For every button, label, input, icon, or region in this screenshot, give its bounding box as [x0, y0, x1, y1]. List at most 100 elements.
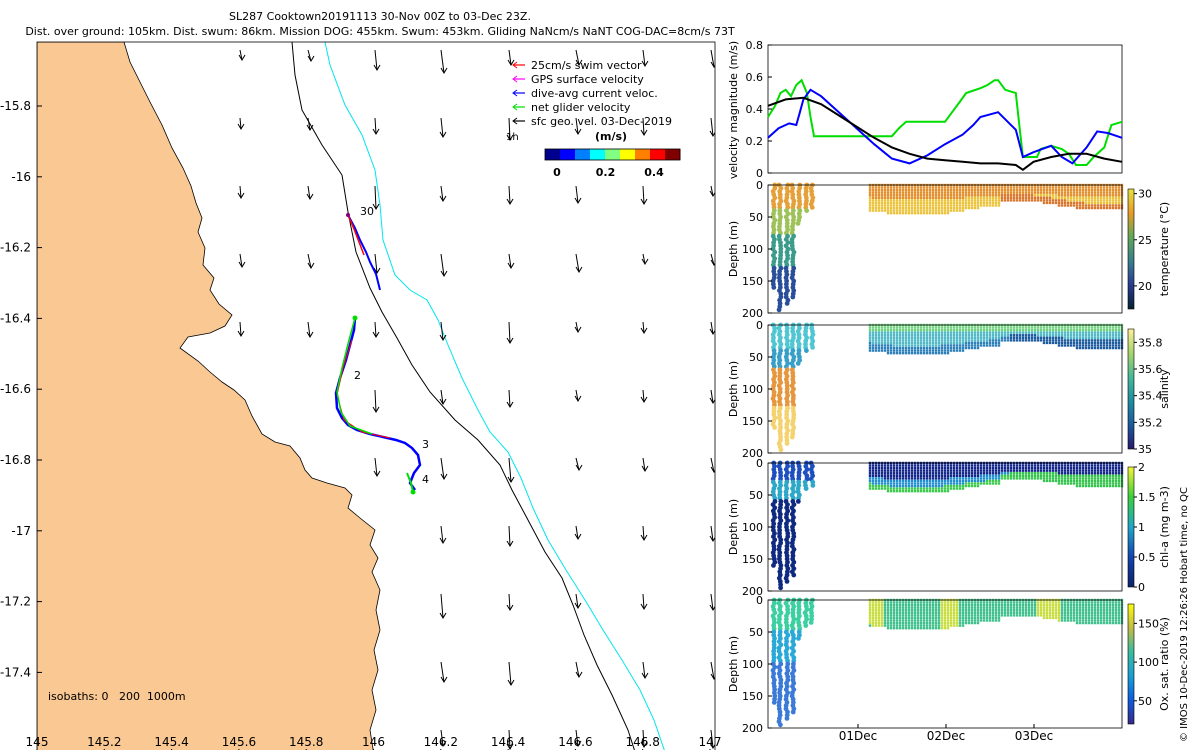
current-arrow: [508, 117, 511, 141]
depth-tick: 200: [742, 585, 763, 598]
legend-colorbar-tick: 0.4: [644, 166, 664, 179]
colorbar-tick: 2: [1138, 461, 1145, 474]
current-arrow: [642, 117, 645, 136]
map-y-tick: -16.8: [0, 453, 31, 467]
map-x-tick: 145.6: [222, 735, 256, 749]
colorbar-tick: 1.5: [1138, 491, 1156, 504]
current-arrow: [642, 253, 646, 265]
velocity-series: [767, 78, 1123, 172]
current-arrow: [508, 185, 511, 205]
current-arrow: [642, 321, 645, 334]
depth-tick: 100: [742, 383, 763, 396]
velocity-line: [767, 78, 1123, 166]
track-label-3: 3: [422, 438, 429, 451]
map-x-tick: 146.4: [491, 735, 525, 749]
legend-item: 25cm/s swim vector: [531, 59, 642, 72]
current-arrow: [307, 117, 311, 131]
map-y-tick: -15.8: [0, 99, 31, 113]
map-y-tick: -17.4: [0, 665, 31, 679]
depth-tick: 100: [742, 243, 763, 256]
colorbar-tick: 30: [1138, 188, 1152, 201]
current-arrow: [508, 729, 511, 750]
legend-colorbar-tick: 0.2: [596, 166, 616, 179]
current-arrow: [575, 49, 580, 66]
current-arrow: [710, 457, 715, 473]
profile-colorbar: [1127, 603, 1135, 725]
current-arrow: [508, 593, 511, 611]
current-arrow: [575, 593, 579, 609]
scale-label: 1h: [506, 132, 519, 143]
current-arrow: [307, 185, 311, 200]
colorbar-tick: 35: [1138, 443, 1152, 456]
current-arrow: [710, 729, 714, 749]
current-arrow: [508, 661, 512, 686]
time-tick: 01Dec: [839, 729, 878, 743]
legend-item: sfc geo. vel. 03-Dec-2019: [531, 115, 672, 128]
track-label-30: 30: [360, 205, 374, 218]
track-label-2: 2: [354, 369, 361, 382]
current-arrow: [575, 661, 580, 678]
profile-colorbar: [1127, 188, 1135, 310]
current-arrow: [374, 389, 377, 413]
current-arrow: [508, 457, 512, 483]
current-arrow: [710, 389, 714, 404]
colorbar-tick: 35.2: [1138, 416, 1163, 429]
current-arrow: [508, 525, 511, 547]
current-arrow: [508, 49, 512, 66]
glider-track: [334, 213, 422, 495]
isobath-200m: [291, 42, 635, 750]
profile-panel: 0 50 100 150 200 Depth (m) 35 35.2 35.4 35.6 35.8 s…: [727, 319, 1171, 460]
depth-tick: 0: [756, 319, 763, 332]
map-x-tick: 147: [699, 735, 722, 749]
velocity-y-tick: 0.8: [746, 39, 764, 52]
legend-item: dive-avg current veloc.: [531, 87, 658, 100]
map-x-tick: 146: [362, 735, 385, 749]
current-arrow: [440, 253, 445, 277]
colorbar-tick: 50: [1138, 695, 1152, 708]
current-arrow: [575, 253, 580, 273]
velocity-y-tick: 0.4: [746, 103, 764, 116]
map-x-tick: 146.8: [626, 735, 660, 749]
profile-colorbar: [1127, 328, 1135, 450]
current-arrow: [440, 593, 444, 619]
depth-tick: 200: [742, 307, 763, 320]
current-arrow: [374, 253, 378, 274]
colorbar-tick: 35.6: [1138, 363, 1163, 376]
map-y-tick: -16.2: [0, 241, 31, 255]
map-x-tick: 145: [26, 735, 49, 749]
current-arrow: [642, 661, 646, 679]
velocity-y-tick: 0.6: [746, 71, 764, 84]
figure-title-line-1: SL287 Cooktown20191113 30-Nov 00Z to 03-…: [229, 10, 531, 23]
depth-tick: 100: [742, 658, 763, 671]
time-tick: 02Dec: [927, 729, 966, 743]
current-arrow: [710, 185, 714, 197]
current-arrow: [710, 253, 715, 266]
depth-tick: 0: [756, 594, 763, 607]
colorbar-label: salinity: [1158, 369, 1171, 409]
colorbar-label: Ox. sat. ratio (%): [1158, 617, 1171, 711]
current-arrow: [642, 525, 645, 541]
depth-tick: 150: [742, 415, 763, 428]
velocity-y-tick: 0.2: [746, 135, 764, 148]
current-arrow: [374, 321, 377, 338]
current-arrow: [440, 661, 445, 683]
current-arrow: [642, 389, 645, 403]
time-tick: 03Dec: [1015, 729, 1054, 743]
legend-item: net glider velocity: [531, 101, 631, 114]
current-arrow: [642, 49, 646, 67]
colorbar-tick: 150: [1138, 617, 1159, 630]
current-arrow: [374, 457, 378, 477]
current-arrow: [575, 457, 580, 471]
current-arrow: [575, 117, 579, 135]
current-arrow: [575, 389, 579, 402]
velocity-line: [767, 96, 1123, 172]
depth-tick: 100: [742, 521, 763, 534]
current-arrow: [307, 321, 311, 338]
colorbar-tick: 35.4: [1138, 390, 1163, 403]
current-arrow: [575, 185, 579, 204]
profile-colorbar: [1127, 466, 1135, 588]
coastline-land: [37, 42, 381, 750]
